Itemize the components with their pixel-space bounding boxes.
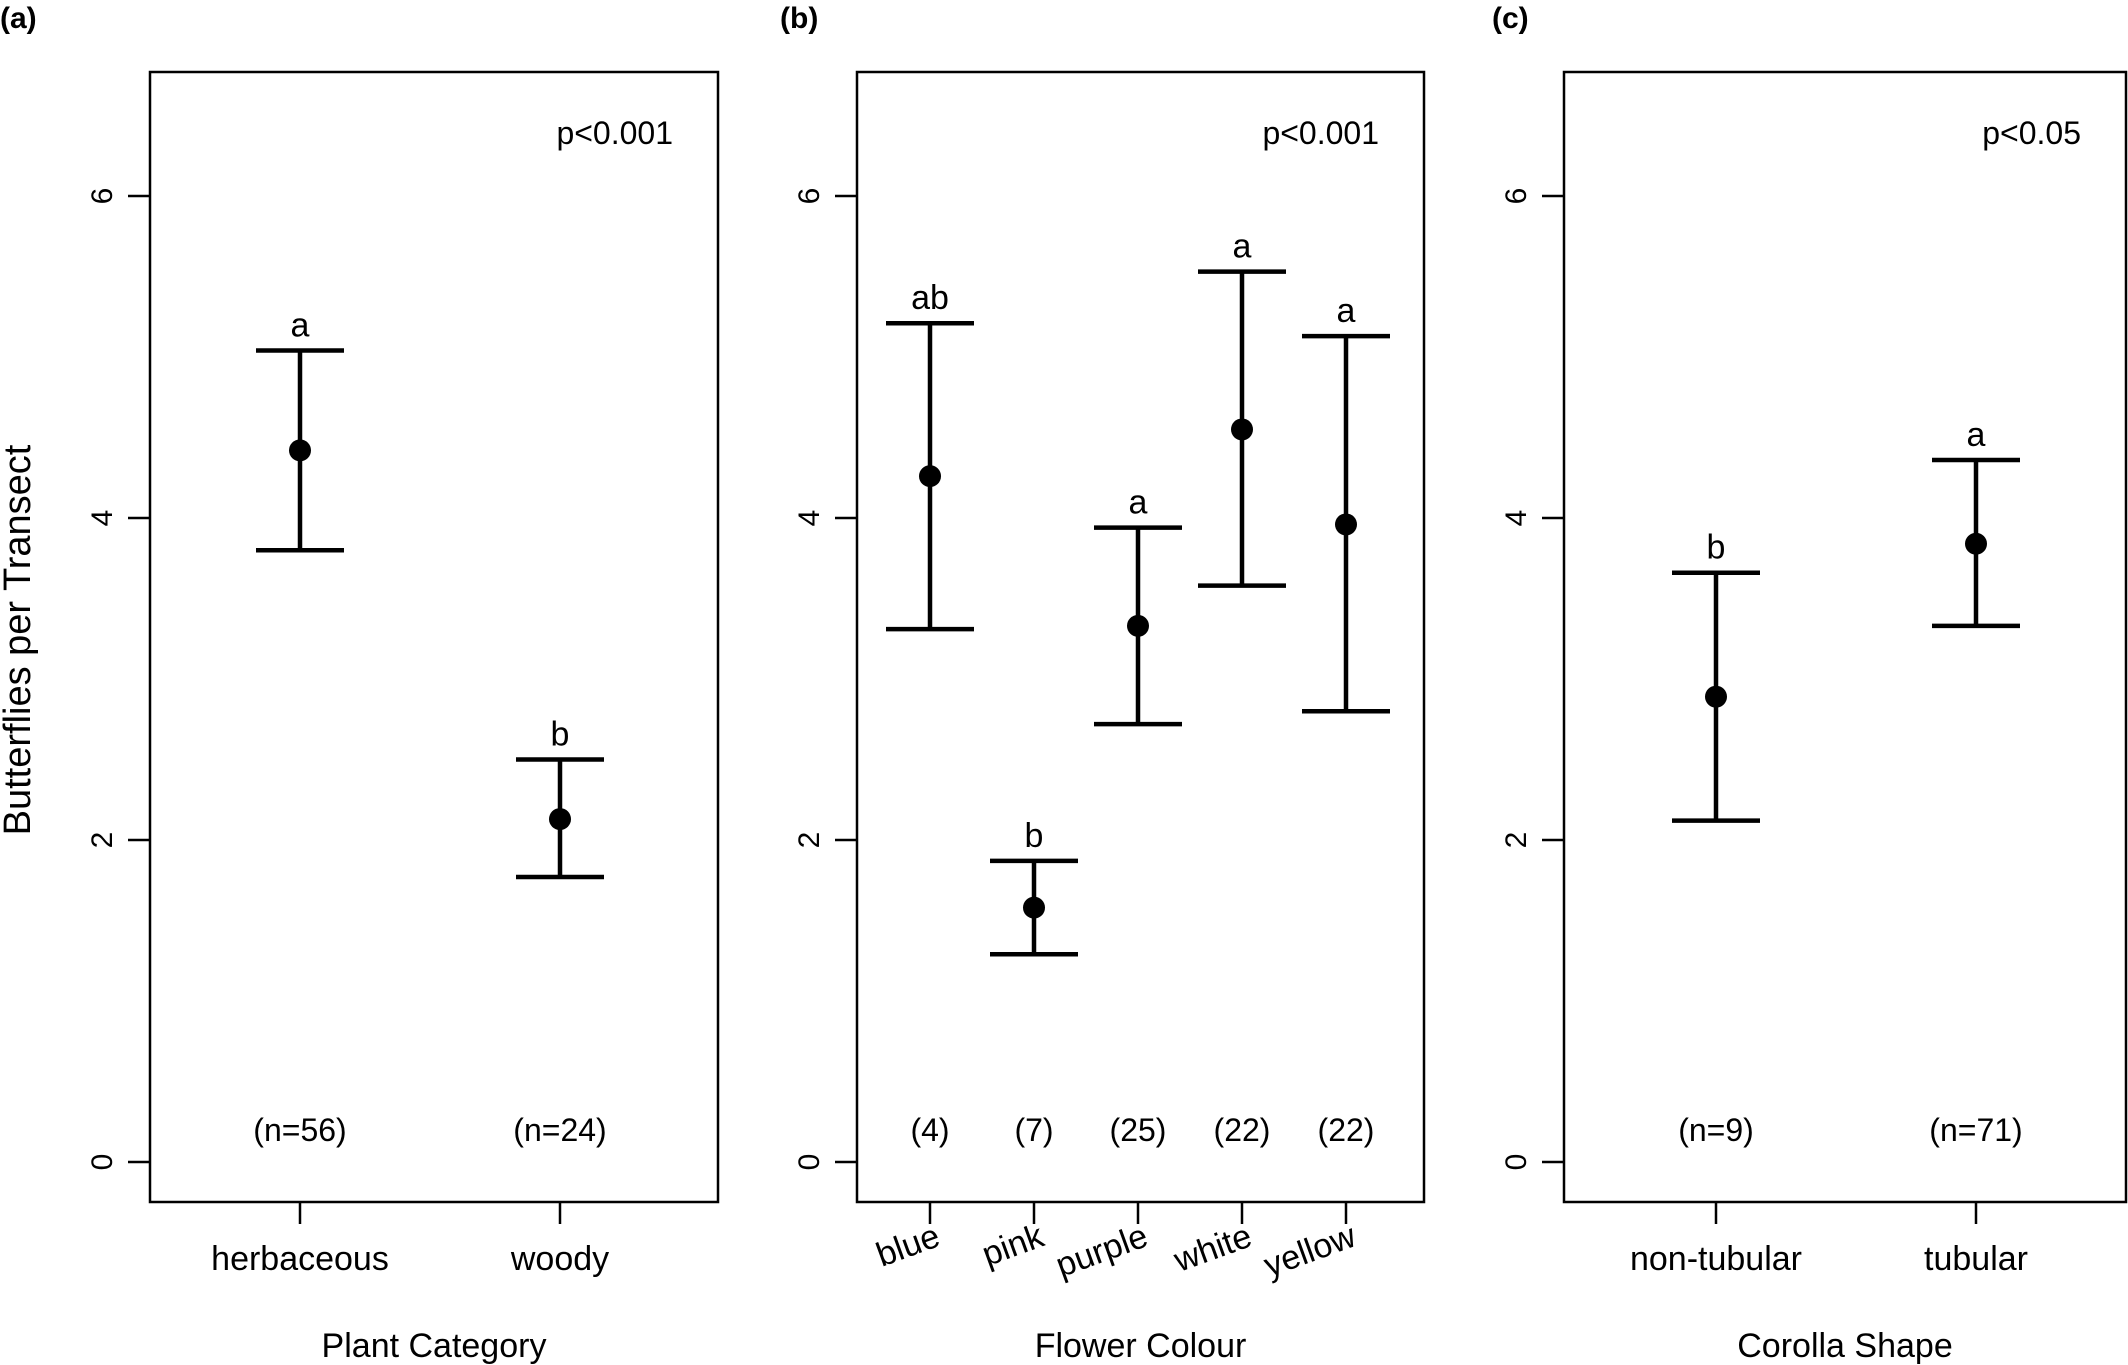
significance-letter: a — [291, 307, 310, 345]
mean-point — [289, 439, 311, 462]
sample-size-label: (22) — [1214, 1112, 1271, 1148]
y-tick-label: 4 — [86, 510, 119, 527]
y-tick-label: 4 — [793, 510, 826, 527]
sample-size-label: (n=56) — [253, 1112, 346, 1148]
x-tick-label: white — [1168, 1217, 1257, 1280]
panel-label: (c) — [1492, 2, 1529, 35]
x-tick-label: herbaceous — [211, 1240, 389, 1278]
panel-label: (b) — [780, 2, 818, 35]
x-axis-title: Corolla Shape — [1737, 1327, 1952, 1365]
y-tick-label: 6 — [86, 188, 119, 205]
x-tick-label: pink — [977, 1216, 1050, 1273]
mean-point — [1231, 418, 1253, 441]
panel-3: (c) 0 2 4 6 p<0.05 non-tubular tubular Corolla S… — [1492, 2, 2128, 1365]
x-axis-title: Flower Colour — [1035, 1327, 1247, 1365]
y-tick-label: 2 — [793, 832, 826, 849]
significance-letter: a — [1233, 228, 1252, 266]
panel-2: (b) 0 2 4 6 p<0.001 blue pink purple white yellow F… — [780, 2, 1426, 1365]
x-tick-label: tubular — [1924, 1240, 2028, 1278]
mean-point — [1023, 896, 1045, 919]
x-tick-label: purple — [1051, 1217, 1153, 1285]
y-tick-label: 4 — [1500, 510, 1533, 527]
y-tick-label: 2 — [1500, 832, 1533, 849]
significance-letter: b — [551, 716, 570, 754]
p-value: p<0.05 — [1982, 115, 2081, 151]
panel-1: (a) 0 2 4 6 p<0.001 herbaceous woody Plant Categ… — [0, 2, 720, 1365]
x-tick-label: blue — [871, 1217, 944, 1275]
significance-letter: a — [1337, 292, 1356, 330]
mean-point — [1335, 513, 1357, 536]
sample-size-label: (7) — [1014, 1112, 1053, 1148]
mean-point — [1965, 532, 1987, 555]
p-value: p<0.001 — [1262, 115, 1379, 151]
sample-size-label: (25) — [1110, 1112, 1167, 1148]
sample-size-label: (4) — [910, 1112, 949, 1148]
sample-size-label: (n=9) — [1678, 1112, 1754, 1148]
y-tick-label: 0 — [86, 1154, 119, 1171]
mean-point — [549, 808, 571, 831]
significance-letter: b — [1025, 817, 1044, 855]
y-tick-label: 0 — [793, 1154, 826, 1171]
y-tick-label: 2 — [86, 832, 119, 849]
significance-letter: a — [1129, 484, 1148, 522]
plot-frame — [1562, 70, 2128, 1204]
mean-point — [919, 465, 941, 488]
sample-size-label: (n=71) — [1929, 1112, 2022, 1148]
significance-letter: b — [1707, 529, 1726, 567]
panel-label: (a) — [0, 2, 37, 35]
mean-point — [1127, 614, 1149, 637]
sample-size-label: (22) — [1318, 1112, 1375, 1148]
x-tick-label: yellow — [1259, 1217, 1361, 1285]
plot-frame — [148, 70, 720, 1204]
mean-point — [1705, 685, 1727, 708]
x-tick-label: woody — [510, 1240, 609, 1278]
significance-letter: a — [1967, 416, 1986, 454]
x-axis-title: Plant Category — [322, 1327, 547, 1365]
y-tick-label: 6 — [1500, 188, 1533, 205]
x-tick-label: non-tubular — [1630, 1240, 1802, 1278]
significance-letter: ab — [911, 279, 949, 317]
p-value: p<0.001 — [556, 115, 673, 151]
y-axis-title: Butterflies per Transect — [0, 444, 39, 835]
sample-size-label: (n=24) — [513, 1112, 606, 1148]
y-tick-label: 6 — [793, 188, 826, 205]
plot-frame — [855, 70, 1426, 1204]
y-tick-label: 0 — [1500, 1154, 1533, 1171]
